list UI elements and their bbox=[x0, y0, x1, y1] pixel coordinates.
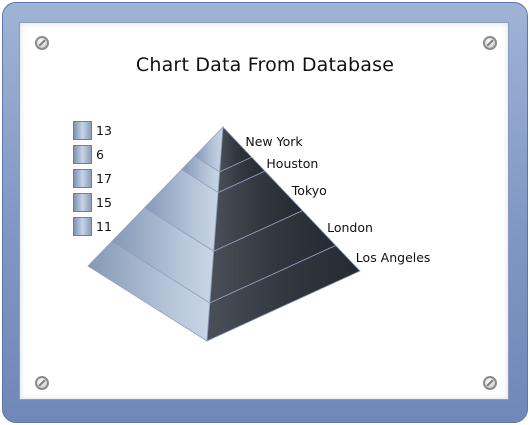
screw-icon bbox=[483, 36, 497, 50]
pyramid-category-label: Houston bbox=[266, 156, 318, 171]
legend-swatch bbox=[73, 120, 92, 140]
screw-icon bbox=[483, 376, 497, 390]
legend-entry: 13 bbox=[96, 122, 112, 138]
legend-entry: 17 bbox=[96, 170, 112, 186]
pyramid-category-label: London bbox=[327, 220, 373, 235]
pyramid-category-label: New York bbox=[245, 134, 303, 149]
legend-item: 11 bbox=[73, 214, 133, 238]
legend-item: 13 bbox=[73, 118, 133, 142]
pyramid-segment-right-face bbox=[206, 244, 361, 342]
legend-swatch bbox=[73, 144, 92, 164]
screw-icon bbox=[35, 376, 49, 390]
legend-swatch bbox=[73, 216, 92, 236]
legend-swatch bbox=[73, 192, 92, 212]
legend-entry: 11 bbox=[96, 218, 112, 234]
legend-entry: 6 bbox=[96, 146, 104, 162]
chart-title: Chart Data From Database bbox=[135, 54, 395, 76]
legend-item: 6 bbox=[73, 142, 133, 166]
legend-item: 17 bbox=[73, 166, 133, 190]
legend-item: 15 bbox=[73, 190, 133, 214]
legend-entry: 15 bbox=[96, 194, 112, 210]
screw-icon bbox=[35, 36, 49, 50]
legend-swatch bbox=[73, 168, 92, 188]
pyramid-category-label: Tokyo bbox=[291, 183, 327, 198]
legend: 13 6 17 15 11 bbox=[73, 118, 133, 238]
pyramid-category-label: Los Angeles bbox=[356, 250, 431, 265]
